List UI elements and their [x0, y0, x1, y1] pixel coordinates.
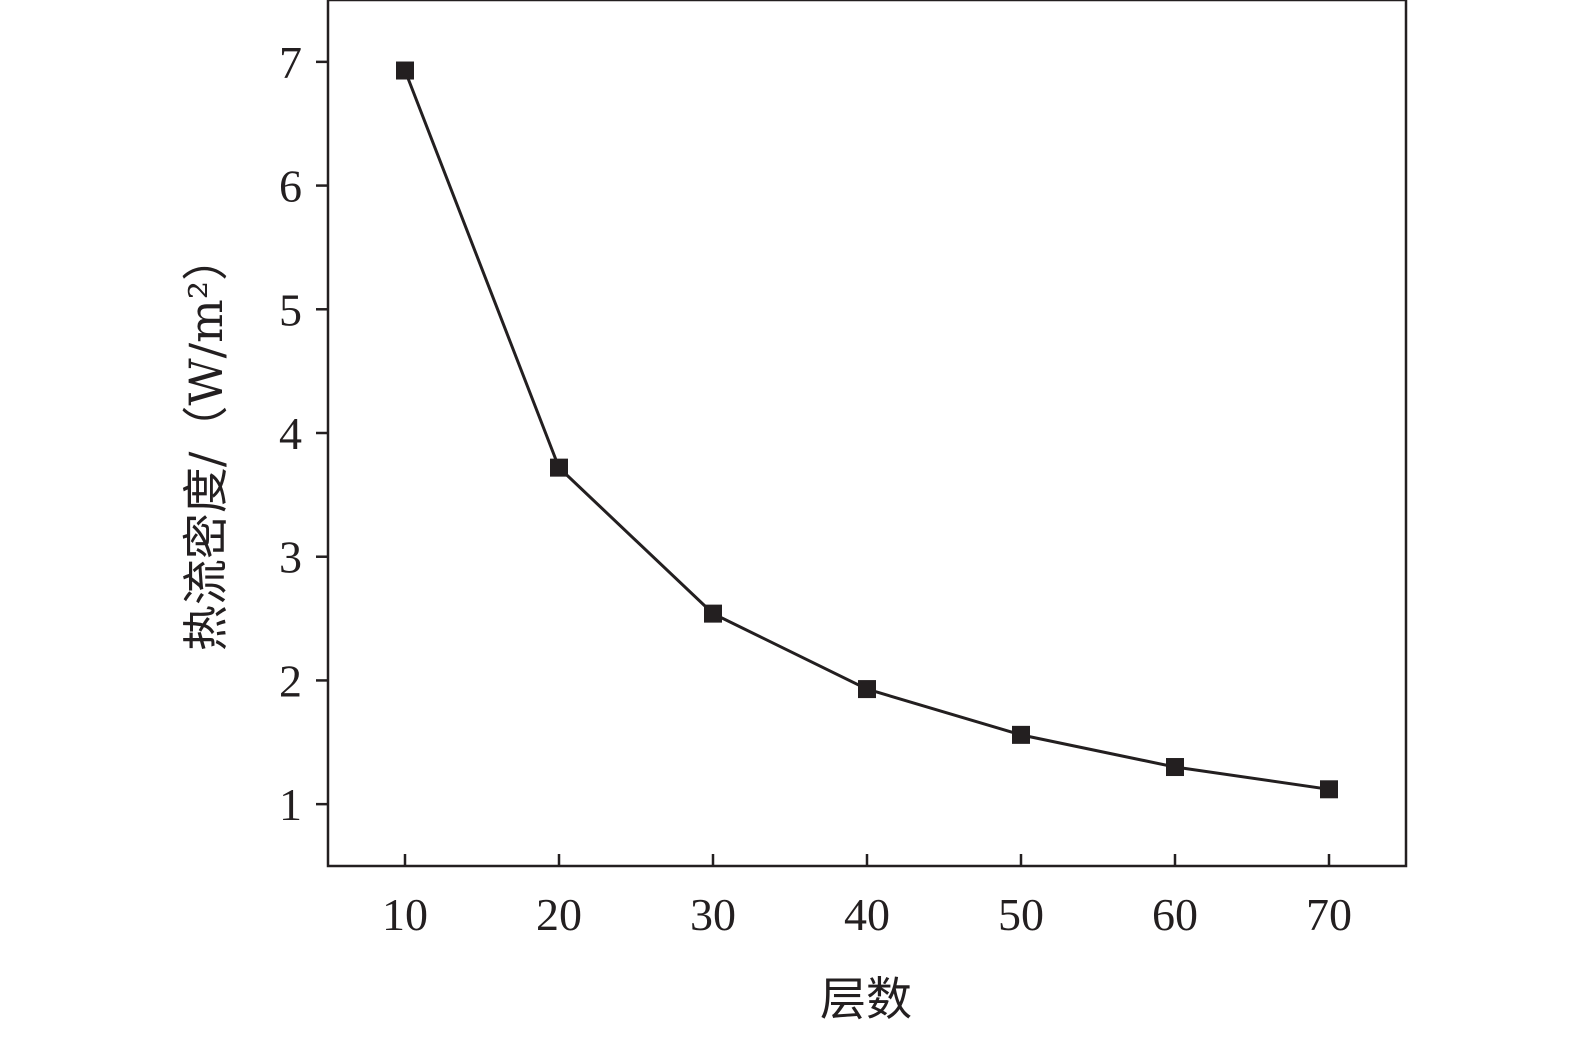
data-point — [396, 61, 414, 80]
data-point — [1166, 758, 1184, 777]
y-axis: 1 2 3 4 5 6 7 — [279, 37, 328, 830]
y-tick-label: 7 — [279, 37, 302, 88]
data-point — [858, 680, 876, 699]
x-tick-label: 30 — [690, 889, 736, 940]
y-tick-label: 4 — [279, 408, 302, 459]
y-tick-label: 2 — [279, 655, 302, 706]
x-tick-label: 40 — [844, 889, 890, 940]
y-tick-label: 3 — [279, 532, 302, 583]
series-group — [396, 61, 1338, 799]
x-tick-label: 20 — [536, 889, 582, 940]
y-axis-label: 热流密度/（W/m²） — [179, 235, 233, 651]
plot-frame — [326, 0, 1408, 868]
y-tick-label: 1 — [279, 779, 302, 830]
data-point — [1012, 725, 1030, 744]
x-tick-label: 50 — [998, 889, 1044, 940]
x-tick-label: 10 — [382, 889, 428, 940]
data-point — [1320, 780, 1338, 799]
data-point — [704, 604, 722, 623]
x-axis: 10 20 30 40 50 60 70 — [382, 854, 1352, 940]
x-axis-label: 层数 — [820, 972, 912, 1026]
y-tick-label: 6 — [279, 161, 302, 212]
y-tick-label: 5 — [279, 284, 302, 335]
data-point — [550, 458, 568, 477]
x-tick-label: 70 — [1306, 889, 1352, 940]
x-tick-label: 60 — [1152, 889, 1198, 940]
